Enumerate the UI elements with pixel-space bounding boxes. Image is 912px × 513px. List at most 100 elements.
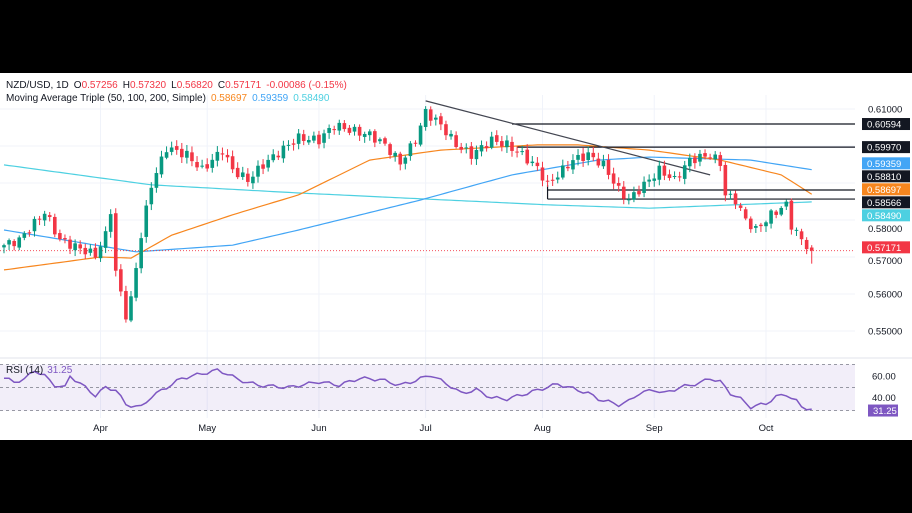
- candle: [154, 167, 159, 193]
- candle: [510, 136, 514, 157]
- candle-body: [459, 146, 463, 150]
- candle-body: [215, 151, 220, 161]
- candle-body: [484, 146, 489, 149]
- candle: [215, 146, 220, 167]
- candle: [561, 159, 565, 180]
- candle-body: [139, 238, 143, 269]
- rsi-tag: [868, 404, 898, 417]
- candle: [677, 171, 682, 182]
- candle-body: [779, 207, 784, 215]
- candle: [728, 190, 733, 200]
- candle: [261, 159, 265, 175]
- candle: [195, 156, 199, 171]
- candle-body: [271, 154, 276, 161]
- candle-body: [205, 164, 209, 169]
- candle: [113, 208, 118, 277]
- candle-body: [63, 238, 67, 240]
- ma-label: Moving Average Triple (50, 100, 200, Sim…: [6, 93, 206, 104]
- price-tag: [862, 170, 910, 183]
- candle: [779, 206, 784, 217]
- price-tick-label: 0.61000: [868, 105, 902, 116]
- candle: [606, 154, 611, 180]
- candle-body: [591, 152, 596, 158]
- price-axis[interactable]: 0.61000 0.60594 0.59970 0.59359 0.58810 0.586…: [93, 105, 910, 435]
- candle: [632, 186, 636, 203]
- candle: [454, 131, 458, 149]
- candle-body: [108, 214, 113, 232]
- candle: [535, 157, 540, 171]
- legend: NZD/USD, 1D O0.57256 H0.57320 L0.56820 C0.57…: [6, 80, 347, 376]
- candle-body: [317, 134, 321, 145]
- candle: [230, 150, 235, 174]
- candle-body: [494, 135, 499, 142]
- price-tick-label: 0.58000: [868, 224, 902, 235]
- candle: [63, 234, 67, 244]
- candle-body: [378, 139, 382, 142]
- candle-body: [733, 193, 738, 205]
- candle-body: [611, 173, 616, 184]
- candle-body: [423, 108, 428, 128]
- rsi-tick-label: 60.00: [872, 372, 896, 383]
- candle: [520, 145, 524, 156]
- candle: [220, 147, 225, 161]
- candle-body: [632, 192, 636, 200]
- candle: [362, 131, 367, 143]
- candle-body: [474, 149, 479, 160]
- candle: [256, 160, 260, 183]
- candle-body: [561, 165, 565, 178]
- rsi-pane: [0, 364, 855, 411]
- candle-body: [17, 237, 22, 248]
- candle: [108, 209, 113, 238]
- candle: [718, 151, 723, 172]
- candle-body: [174, 146, 179, 150]
- ma200-line: [3, 164, 812, 209]
- candle: [530, 156, 535, 167]
- candle-body: [134, 268, 138, 298]
- candle-body: [103, 231, 108, 248]
- candle-body: [434, 117, 438, 120]
- candle-body: [647, 179, 651, 182]
- candle: [388, 142, 392, 159]
- candle: [688, 153, 692, 173]
- candle-body: [327, 128, 331, 133]
- candle-body: [520, 151, 524, 153]
- candle-body: [784, 201, 789, 207]
- candle: [627, 193, 631, 205]
- candle-body: [454, 135, 458, 148]
- candle: [647, 174, 651, 188]
- candle-body: [718, 155, 723, 166]
- ma100-line: [3, 156, 812, 253]
- candle: [479, 140, 484, 157]
- candle-body: [728, 193, 733, 195]
- candle-body: [439, 116, 443, 125]
- candle-body: [688, 157, 692, 167]
- candle: [566, 160, 570, 172]
- candle: [159, 150, 164, 178]
- candle-body: [804, 239, 809, 250]
- candle: [27, 229, 32, 237]
- candle: [398, 151, 403, 171]
- candle-body: [307, 139, 311, 143]
- candle: [764, 220, 768, 232]
- candle-body: [261, 164, 265, 169]
- candle: [322, 129, 326, 149]
- svg-text:RSI (14)31.25: RSI (14) 31.25: [6, 365, 73, 376]
- candle: [769, 208, 773, 229]
- time-axis-label: May: [198, 423, 216, 434]
- candle: [743, 206, 748, 221]
- candle: [225, 149, 230, 163]
- price-tag-label: 0.58697: [867, 185, 901, 196]
- price-tag-label: 0.59359: [867, 159, 901, 170]
- candle: [698, 149, 702, 167]
- candle-body: [281, 145, 286, 159]
- candle: [367, 129, 372, 141]
- candle-body: [418, 125, 423, 145]
- symbol-label: NZD/USD, 1D: [6, 80, 69, 91]
- candle: [190, 146, 194, 167]
- candle: [210, 153, 215, 173]
- candle-body: [58, 233, 62, 240]
- candle-body: [149, 187, 154, 205]
- candle-body: [662, 165, 667, 176]
- candle: [682, 160, 687, 185]
